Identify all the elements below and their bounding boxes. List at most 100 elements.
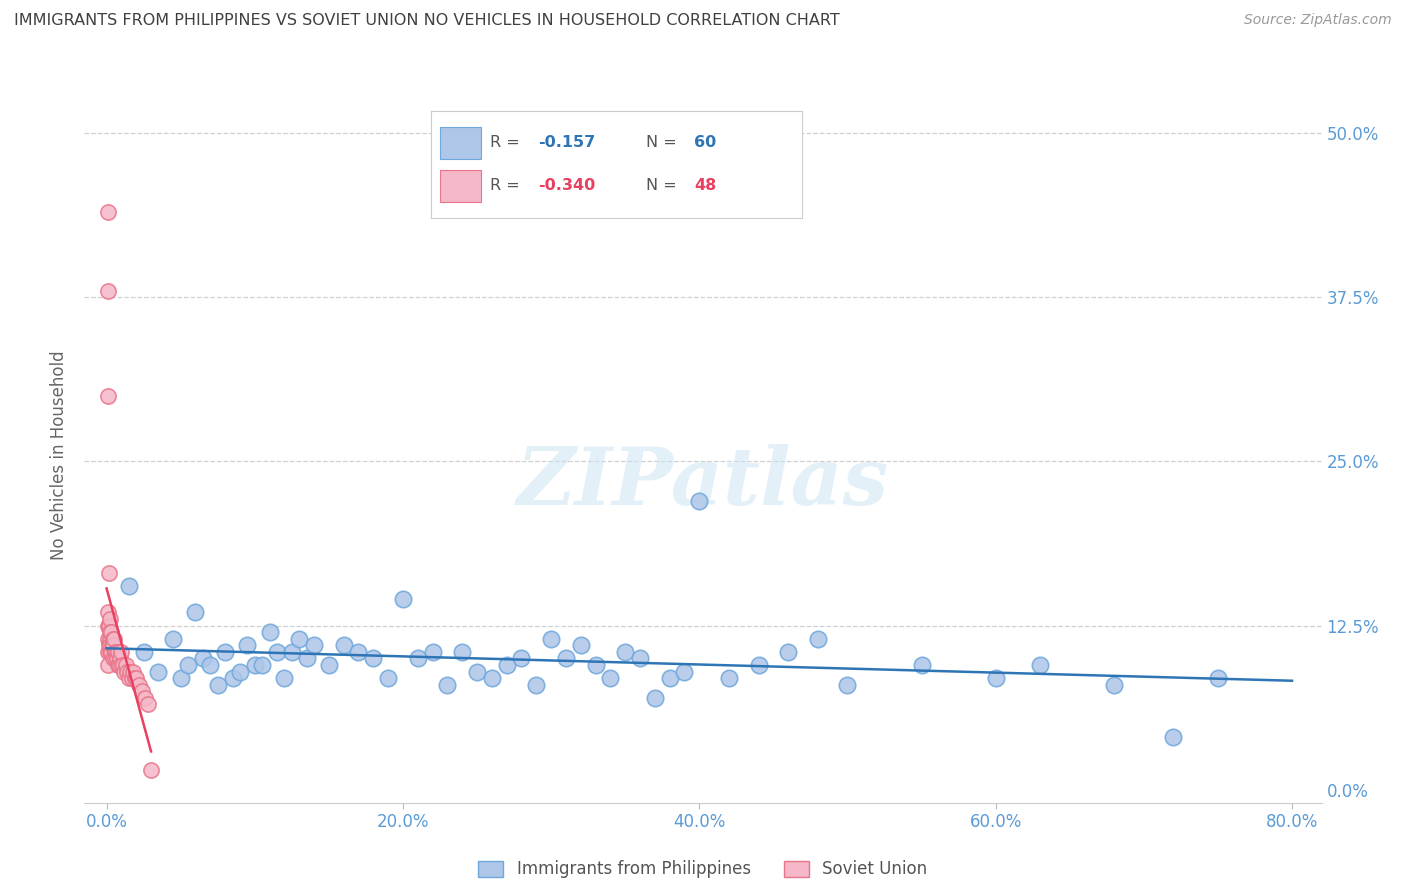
Point <box>97 284 120 298</box>
Point <box>184 606 207 620</box>
Point <box>363 651 385 665</box>
Point <box>170 671 193 685</box>
Point <box>107 657 129 672</box>
Point <box>97 618 120 632</box>
Point <box>644 690 666 705</box>
Point <box>104 645 127 659</box>
Point <box>98 638 121 652</box>
Point <box>250 657 273 672</box>
Point <box>585 657 607 672</box>
Point <box>510 651 533 665</box>
Point <box>243 657 266 672</box>
Point <box>98 625 121 640</box>
Text: Source: ZipAtlas.com: Source: ZipAtlas.com <box>1244 13 1392 28</box>
Point <box>628 651 651 665</box>
Point <box>100 625 122 640</box>
Point <box>191 651 214 665</box>
Legend: Immigrants from Philippines, Soviet Union: Immigrants from Philippines, Soviet Unio… <box>471 854 935 885</box>
Point <box>107 645 129 659</box>
Point <box>1163 730 1185 744</box>
Point <box>406 651 429 665</box>
Point <box>97 566 120 580</box>
Point <box>229 665 252 679</box>
Point <box>221 671 243 685</box>
Point <box>118 671 141 685</box>
Point <box>103 632 125 646</box>
Point <box>807 632 830 646</box>
Point <box>104 651 127 665</box>
Point <box>1029 657 1052 672</box>
Point <box>302 638 325 652</box>
Point <box>97 205 120 219</box>
Point <box>569 638 592 652</box>
Point <box>108 651 131 665</box>
Point <box>837 678 859 692</box>
Point <box>273 671 295 685</box>
Point <box>281 645 304 659</box>
Point <box>910 657 932 672</box>
Point <box>117 665 139 679</box>
Point <box>148 665 170 679</box>
Point <box>112 665 135 679</box>
Point <box>688 494 710 508</box>
Point <box>555 651 578 665</box>
Point <box>288 632 311 646</box>
Point <box>132 645 155 659</box>
Point <box>98 645 121 659</box>
Point <box>1206 671 1229 685</box>
Point <box>122 665 145 679</box>
Point <box>131 684 153 698</box>
Point <box>98 612 121 626</box>
Point <box>103 638 125 652</box>
Point <box>105 651 128 665</box>
Point <box>118 579 141 593</box>
Point <box>266 645 288 659</box>
Point <box>97 645 120 659</box>
Point <box>422 645 444 659</box>
Point <box>139 763 162 777</box>
Point <box>377 671 399 685</box>
Point <box>1102 678 1125 692</box>
Point <box>97 606 120 620</box>
Point <box>105 645 128 659</box>
Point <box>97 389 120 403</box>
Point <box>97 632 120 646</box>
Point <box>101 632 124 646</box>
Point <box>97 657 120 672</box>
Point <box>748 657 770 672</box>
Point <box>110 645 132 659</box>
Point <box>97 638 120 652</box>
Point <box>658 671 681 685</box>
Point <box>392 592 415 607</box>
Y-axis label: No Vehicles in Household: No Vehicles in Household <box>51 350 69 560</box>
Point <box>108 657 131 672</box>
Point <box>614 645 637 659</box>
Point <box>110 657 132 672</box>
Point <box>128 678 150 692</box>
Point <box>98 632 121 646</box>
Point <box>259 625 281 640</box>
Point <box>318 657 340 672</box>
Point <box>200 657 222 672</box>
Point <box>540 632 562 646</box>
Point <box>295 651 318 665</box>
Point <box>124 671 146 685</box>
Point <box>115 657 138 672</box>
Point <box>778 645 800 659</box>
Point <box>717 671 740 685</box>
Point <box>120 665 142 679</box>
Point <box>673 665 696 679</box>
Point <box>524 678 547 692</box>
Point <box>121 671 143 685</box>
Point <box>465 665 488 679</box>
Point <box>214 645 236 659</box>
Point <box>134 690 156 705</box>
Point <box>100 638 122 652</box>
Point <box>125 671 148 685</box>
Point <box>236 638 259 652</box>
Point <box>100 645 122 659</box>
Text: IMMIGRANTS FROM PHILIPPINES VS SOVIET UNION NO VEHICLES IN HOUSEHOLD CORRELATION: IMMIGRANTS FROM PHILIPPINES VS SOVIET UN… <box>14 13 839 29</box>
Text: ZIPatlas: ZIPatlas <box>517 444 889 522</box>
Point <box>97 618 120 632</box>
Point <box>136 698 159 712</box>
